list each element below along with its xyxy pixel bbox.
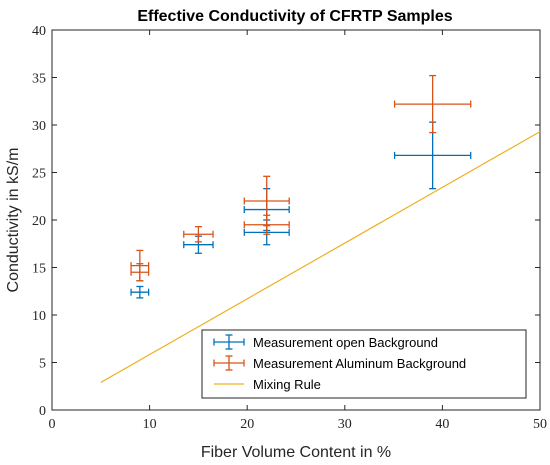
chart-title: Effective Conductivity of CFRTP Samples: [137, 8, 452, 25]
x-axis-label: Fiber Volume Content in %: [201, 444, 391, 461]
legend: Measurement open Background Measurement A…: [201, 329, 527, 399]
x-tick-label: 50: [533, 417, 547, 432]
x-tick-label: 40: [435, 417, 449, 432]
x-axis: 0 10 20 30 40 50: [49, 30, 547, 432]
errorbar-point: [130, 285, 150, 299]
legend-label: Measurement open Background: [253, 335, 438, 350]
x-tick-label: 20: [240, 417, 254, 432]
legend-label: Mixing Rule: [253, 377, 321, 392]
y-tick-label: 10: [32, 309, 46, 324]
y-tick-label: 5: [39, 357, 46, 372]
y-tick-label: 40: [32, 24, 46, 39]
x-tick-label: 10: [143, 417, 157, 432]
y-tick-label: 15: [32, 262, 46, 277]
x-tick-label: 0: [49, 417, 56, 432]
legend-swatch: [213, 355, 245, 371]
errorbar-point: [243, 214, 290, 235]
legend-swatch: [213, 334, 245, 350]
legend-label: Measurement Aluminum Background: [253, 356, 466, 371]
y-axis: 0 5 10 15 20 25 30 35 40: [32, 24, 540, 419]
x-tick-label: 30: [338, 417, 352, 432]
y-tick-label: 20: [32, 214, 46, 229]
mixing-rule-line: [100, 131, 541, 383]
errorbar-point: [130, 263, 150, 282]
legend-box: [201, 329, 527, 399]
y-tick-label: 35: [32, 72, 46, 87]
y-axis-label: Conductivity in kS/m: [5, 148, 22, 293]
errorbar-point: [393, 74, 472, 134]
y-tick-label: 25: [32, 167, 46, 182]
y-tick-label: 30: [32, 119, 46, 134]
errorbar-point: [183, 225, 214, 243]
y-tick-label: 0: [39, 404, 46, 419]
data-series: [100, 74, 541, 383]
